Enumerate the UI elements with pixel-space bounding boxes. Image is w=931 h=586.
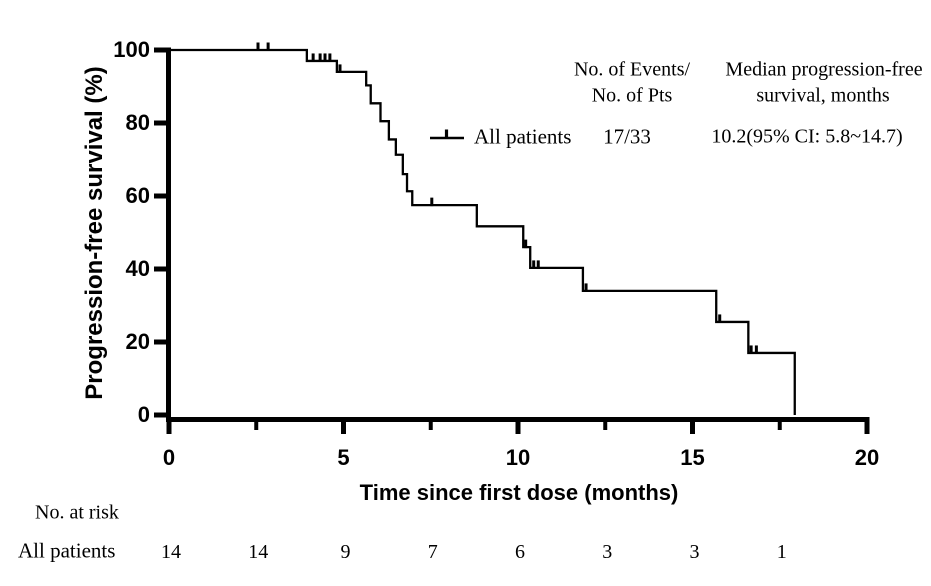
x-tick-label: 10 (505, 445, 531, 470)
legend-series-label: All patients (474, 124, 572, 149)
legend-step-line-icon (430, 129, 464, 140)
risk-table-title: No. at risk (35, 501, 119, 524)
y-tick-label: 60 (125, 183, 150, 208)
km-step-curve (169, 48, 796, 415)
survival-curve (169, 48, 796, 415)
legend-header-events-line1: No. of Events/ (573, 58, 691, 81)
censor-tick-marks (256, 42, 758, 354)
x-tick-label: 0 (162, 445, 176, 470)
axes (154, 47, 870, 434)
legend-events-value: 17/33 (603, 124, 651, 149)
legend-header-median-line1: Median progression-free (725, 58, 923, 81)
risk-count: 9 (340, 541, 351, 563)
legend-header-median-line2: survival, months (756, 84, 890, 107)
risk-count: 7 (427, 541, 438, 563)
risk-count: 1 (776, 541, 787, 563)
legend-median-value: 10.2(95% CI: 5.8~14.7) (711, 125, 903, 148)
risk-table-row-label: All patients (18, 538, 116, 563)
legend-header-events-line2: No. of Pts (591, 84, 673, 107)
y-tick-label: 20 (125, 329, 150, 354)
risk-count: 6 (515, 541, 525, 563)
risk-count: 3 (689, 541, 700, 563)
risk-count: 3 (602, 541, 613, 563)
risk-count: 14 (161, 541, 181, 563)
x-axis-title: Time since first dose (months) (359, 480, 679, 505)
x-tick-label: 15 (680, 445, 705, 470)
y-tick-label: 100 (113, 37, 150, 62)
y-tick-label: 0 (137, 402, 150, 427)
y-tick-label: 80 (125, 110, 150, 135)
risk-count: 14 (248, 541, 269, 563)
x-tick-label: 20 (854, 445, 880, 470)
y-tick-label: 40 (125, 256, 150, 281)
x-tick-label: 5 (337, 445, 350, 470)
